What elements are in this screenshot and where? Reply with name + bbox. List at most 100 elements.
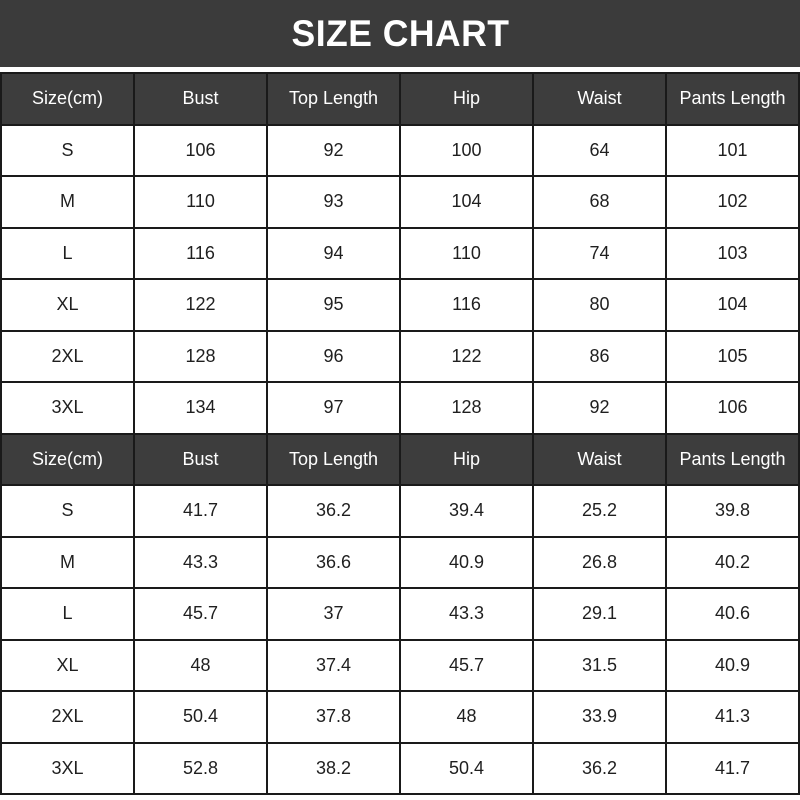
value-cell: 48 (399, 690, 534, 744)
value-cell: 48 (133, 638, 268, 692)
size-chart-banner: SIZE CHART (0, 0, 800, 67)
value-cell: 45.7 (133, 587, 268, 641)
table-row: L 45.7 37 43.3 29.1 40.6 (0, 587, 800, 641)
size-cell: 3XL (0, 381, 135, 435)
table-row: S 106 92 100 64 101 (0, 123, 800, 177)
value-cell: 122 (133, 278, 268, 332)
value-cell: 100 (399, 123, 534, 177)
value-cell: 93 (266, 175, 401, 229)
column-header-bust: Bust (133, 72, 268, 126)
size-cell: L (0, 587, 135, 641)
size-cell: S (0, 123, 135, 177)
column-header-bust: Bust (133, 432, 268, 486)
value-cell: 106 (133, 123, 268, 177)
value-cell: 68 (532, 175, 667, 229)
size-cell: 2XL (0, 690, 135, 744)
page-title: SIZE CHART (291, 12, 509, 54)
value-cell: 43.3 (133, 535, 268, 589)
value-cell: 134 (133, 381, 268, 435)
value-cell: 128 (133, 329, 268, 383)
size-cell: S (0, 484, 135, 538)
size-cell: XL (0, 278, 135, 332)
size-cell: M (0, 535, 135, 589)
value-cell: 94 (266, 226, 401, 280)
value-cell: 106 (665, 381, 800, 435)
value-cell: 80 (532, 278, 667, 332)
value-cell: 110 (133, 175, 268, 229)
size-chart-table: Size(cm) Bust Top Length Hip Waist Pants… (0, 72, 800, 795)
value-cell: 122 (399, 329, 534, 383)
value-cell: 96 (266, 329, 401, 383)
value-cell: 74 (532, 226, 667, 280)
column-header-waist: Waist (532, 432, 667, 486)
header-row-inch: Size(cm) Bust Top Length Hip Waist Pants… (0, 432, 800, 486)
table-row: L 116 94 110 74 103 (0, 226, 800, 280)
value-cell: 39.8 (665, 484, 800, 538)
size-cell: M (0, 175, 135, 229)
column-header-waist: Waist (532, 72, 667, 126)
value-cell: 37 (266, 587, 401, 641)
table-row: M 43.3 36.6 40.9 26.8 40.2 (0, 535, 800, 589)
column-header-size: Size(cm) (0, 432, 135, 486)
value-cell: 37.4 (266, 638, 401, 692)
value-cell: 40.2 (665, 535, 800, 589)
value-cell: 45.7 (399, 638, 534, 692)
value-cell: 36.2 (532, 741, 667, 795)
table-row: 3XL 52.8 38.2 50.4 36.2 41.7 (0, 741, 800, 795)
value-cell: 92 (266, 123, 401, 177)
column-header-top-length: Top Length (266, 72, 401, 126)
value-cell: 105 (665, 329, 800, 383)
table-row: XL 122 95 116 80 104 (0, 278, 800, 332)
value-cell: 39.4 (399, 484, 534, 538)
column-header-pants-length: Pants Length (665, 432, 800, 486)
value-cell: 29.1 (532, 587, 667, 641)
value-cell: 64 (532, 123, 667, 177)
value-cell: 41.3 (665, 690, 800, 744)
size-cell: XL (0, 638, 135, 692)
table-row: S 41.7 36.2 39.4 25.2 39.8 (0, 484, 800, 538)
value-cell: 104 (665, 278, 800, 332)
value-cell: 50.4 (133, 690, 268, 744)
value-cell: 104 (399, 175, 534, 229)
value-cell: 41.7 (133, 484, 268, 538)
value-cell: 92 (532, 381, 667, 435)
column-header-hip: Hip (399, 432, 534, 486)
value-cell: 33.9 (532, 690, 667, 744)
column-header-size: Size(cm) (0, 72, 135, 126)
column-header-hip: Hip (399, 72, 534, 126)
value-cell: 26.8 (532, 535, 667, 589)
value-cell: 52.8 (133, 741, 268, 795)
value-cell: 31.5 (532, 638, 667, 692)
value-cell: 40.9 (399, 535, 534, 589)
value-cell: 128 (399, 381, 534, 435)
value-cell: 36.6 (266, 535, 401, 589)
value-cell: 102 (665, 175, 800, 229)
column-header-pants-length: Pants Length (665, 72, 800, 126)
value-cell: 40.6 (665, 587, 800, 641)
value-cell: 110 (399, 226, 534, 280)
value-cell: 38.2 (266, 741, 401, 795)
value-cell: 43.3 (399, 587, 534, 641)
value-cell: 97 (266, 381, 401, 435)
column-header-top-length: Top Length (266, 432, 401, 486)
value-cell: 25.2 (532, 484, 667, 538)
value-cell: 41.7 (665, 741, 800, 795)
value-cell: 50.4 (399, 741, 534, 795)
value-cell: 116 (399, 278, 534, 332)
table-row: XL 48 37.4 45.7 31.5 40.9 (0, 638, 800, 692)
table-row: 2XL 128 96 122 86 105 (0, 329, 800, 383)
size-cell: 3XL (0, 741, 135, 795)
header-row-cm: Size(cm) Bust Top Length Hip Waist Pants… (0, 72, 800, 126)
value-cell: 36.2 (266, 484, 401, 538)
value-cell: 40.9 (665, 638, 800, 692)
size-cell: 2XL (0, 329, 135, 383)
value-cell: 86 (532, 329, 667, 383)
value-cell: 37.8 (266, 690, 401, 744)
table-row: 2XL 50.4 37.8 48 33.9 41.3 (0, 690, 800, 744)
table-row: 3XL 134 97 128 92 106 (0, 381, 800, 435)
value-cell: 116 (133, 226, 268, 280)
value-cell: 101 (665, 123, 800, 177)
size-cell: L (0, 226, 135, 280)
table-row: M 110 93 104 68 102 (0, 175, 800, 229)
value-cell: 95 (266, 278, 401, 332)
